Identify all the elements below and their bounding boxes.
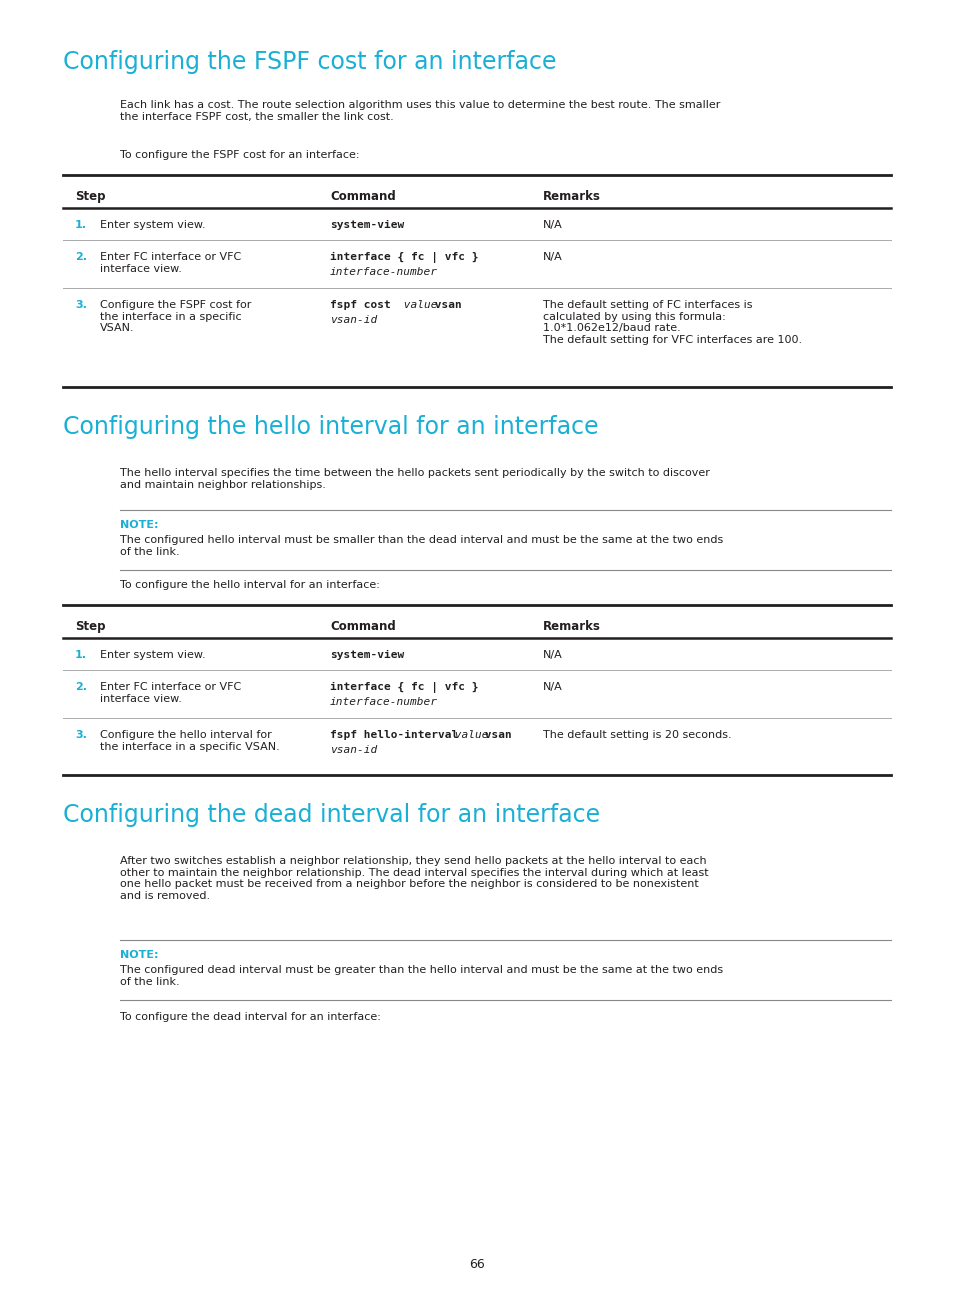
Text: interface-number: interface-number	[330, 697, 437, 708]
Text: Enter system view.: Enter system view.	[100, 651, 206, 660]
Text: Remarks: Remarks	[542, 191, 600, 203]
Text: Configuring the dead interval for an interface: Configuring the dead interval for an int…	[63, 804, 599, 827]
Text: 3.: 3.	[75, 730, 87, 740]
Text: N/A: N/A	[542, 651, 562, 660]
Text: Step: Step	[75, 619, 106, 632]
Text: fspf hello-interval: fspf hello-interval	[330, 730, 457, 740]
Text: 2.: 2.	[75, 682, 87, 692]
Text: N/A: N/A	[542, 220, 562, 229]
Text: interface { fc | vfc }: interface { fc | vfc }	[330, 682, 478, 693]
Text: 2.: 2.	[75, 251, 87, 262]
Text: The default setting of FC interfaces is
calculated by using this formula:
1.0*1.: The default setting of FC interfaces is …	[542, 299, 801, 345]
Text: 1.: 1.	[75, 651, 87, 660]
Text: The default setting is 20 seconds.: The default setting is 20 seconds.	[542, 730, 731, 740]
Text: interface-number: interface-number	[330, 267, 437, 277]
Text: N/A: N/A	[542, 682, 562, 692]
Text: fspf cost: fspf cost	[330, 299, 391, 310]
Text: value: value	[448, 730, 488, 740]
Text: vsan: vsan	[428, 299, 461, 310]
Text: To configure the hello interval for an interface:: To configure the hello interval for an i…	[120, 581, 379, 590]
Text: Command: Command	[330, 619, 395, 632]
Text: interface { fc | vfc }: interface { fc | vfc }	[330, 251, 478, 263]
Text: After two switches establish a neighbor relationship, they send hello packets at: After two switches establish a neighbor …	[120, 855, 708, 901]
Text: 66: 66	[469, 1258, 484, 1271]
Text: system-view: system-view	[330, 220, 404, 229]
Text: value: value	[396, 299, 437, 310]
Text: To configure the dead interval for an interface:: To configure the dead interval for an in…	[120, 1012, 380, 1023]
Text: vsan-id: vsan-id	[330, 315, 376, 325]
Text: N/A: N/A	[542, 251, 562, 262]
Text: Enter system view.: Enter system view.	[100, 220, 206, 229]
Text: NOTE:: NOTE:	[120, 520, 158, 530]
Text: vsan: vsan	[477, 730, 511, 740]
Text: vsan-id: vsan-id	[330, 745, 376, 756]
Text: Enter FC interface or VFC
interface view.: Enter FC interface or VFC interface view…	[100, 682, 241, 704]
Text: Configure the hello interval for
the interface in a specific VSAN.: Configure the hello interval for the int…	[100, 730, 279, 752]
Text: Configure the FSPF cost for
the interface in a specific
VSAN.: Configure the FSPF cost for the interfac…	[100, 299, 251, 333]
Text: system-view: system-view	[330, 651, 404, 660]
Text: Remarks: Remarks	[542, 619, 600, 632]
Text: Configuring the FSPF cost for an interface: Configuring the FSPF cost for an interfa…	[63, 51, 556, 74]
Text: 3.: 3.	[75, 299, 87, 310]
Text: The hello interval specifies the time between the hello packets sent periodicall: The hello interval specifies the time be…	[120, 468, 709, 490]
Text: The configured hello interval must be smaller than the dead interval and must be: The configured hello interval must be sm…	[120, 535, 722, 556]
Text: Command: Command	[330, 191, 395, 203]
Text: NOTE:: NOTE:	[120, 950, 158, 960]
Text: Each link has a cost. The route selection algorithm uses this value to determine: Each link has a cost. The route selectio…	[120, 100, 720, 122]
Text: To configure the FSPF cost for an interface:: To configure the FSPF cost for an interf…	[120, 150, 359, 159]
Text: Step: Step	[75, 191, 106, 203]
Text: 1.: 1.	[75, 220, 87, 229]
Text: Configuring the hello interval for an interface: Configuring the hello interval for an in…	[63, 415, 598, 439]
Text: Enter FC interface or VFC
interface view.: Enter FC interface or VFC interface view…	[100, 251, 241, 273]
Text: The configured dead interval must be greater than the hello interval and must be: The configured dead interval must be gre…	[120, 966, 722, 986]
